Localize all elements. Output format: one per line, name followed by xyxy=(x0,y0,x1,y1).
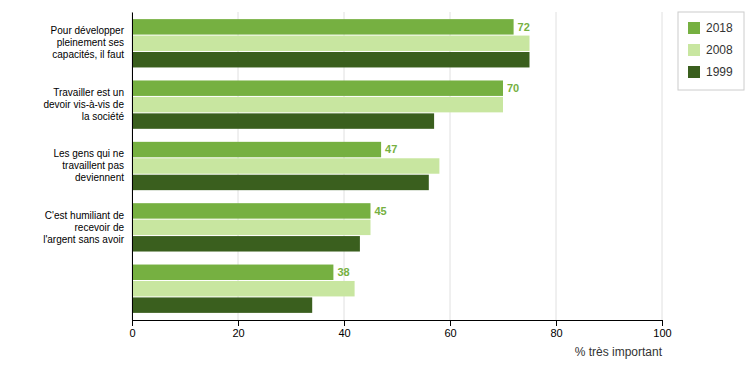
x-tick-mark xyxy=(238,320,239,326)
chart: 0 20 40 60 80 100 % très important Pour dévelop… xyxy=(0,0,754,366)
legend: 2018 2008 1999 xyxy=(678,12,744,90)
bar xyxy=(132,281,355,296)
legend-item: 2018 xyxy=(688,21,733,35)
y-tick-label-line: C'est humiliant de xyxy=(45,210,125,221)
data-labels: 72 70 47 45 38 xyxy=(337,21,529,278)
y-tick-label-line: recevoir de xyxy=(75,222,125,233)
y-tick-label-line: travaillent pas xyxy=(62,160,124,171)
bar xyxy=(132,19,514,34)
data-label: 45 xyxy=(375,205,387,217)
grid xyxy=(132,12,662,320)
bar xyxy=(132,265,333,280)
y-tick: C'est humiliant derecevoir del'argent sa… xyxy=(43,210,125,245)
bar xyxy=(132,97,503,112)
x-tick: 100 xyxy=(653,320,671,339)
legend-label: 1999 xyxy=(706,65,733,79)
y-tick: Pour développerpleinement sescapacités, … xyxy=(51,25,125,60)
x-tick-label: 40 xyxy=(338,327,350,339)
x-tick-label: 100 xyxy=(653,327,671,339)
x-tick-label: 0 xyxy=(129,327,135,339)
x-tick-mark xyxy=(556,320,557,326)
grid-line xyxy=(132,12,133,320)
bar-series xyxy=(132,52,530,313)
bar xyxy=(132,297,312,312)
x-axis-title: % très important xyxy=(575,345,663,359)
x-tick-mark xyxy=(662,320,663,326)
x-tick-mark xyxy=(344,320,345,326)
x-tick: 80 xyxy=(550,320,562,339)
bar-series xyxy=(132,36,530,297)
data-label: 72 xyxy=(518,21,530,33)
legend-item: 1999 xyxy=(688,65,733,79)
bar xyxy=(132,52,530,67)
y-tick-label-line: Pour développer xyxy=(51,25,125,36)
y-tick: Travailler est undevoir vis-à-vis dela s… xyxy=(43,87,124,122)
x-axis-line xyxy=(133,321,663,327)
data-label: 70 xyxy=(507,82,519,94)
grid-line xyxy=(556,12,557,320)
legend-swatch xyxy=(688,66,700,78)
legend-frame xyxy=(678,12,744,90)
bars xyxy=(132,19,530,313)
x-tick-label: 20 xyxy=(232,327,244,339)
data-label: 38 xyxy=(337,266,349,278)
legend-swatch xyxy=(688,44,700,56)
x-tick-label: 60 xyxy=(444,327,456,339)
y-tick-label-line: la société xyxy=(82,111,125,122)
plot: 0 20 40 60 80 100 % très important Pour dévelop… xyxy=(43,12,672,359)
y-tick-label-line: l'argent sans avoir xyxy=(43,234,125,245)
bar xyxy=(132,80,503,95)
x-tick: 60 xyxy=(444,320,456,339)
y-tick-label-line: deviennent xyxy=(75,172,124,183)
legend-item: 2008 xyxy=(688,43,733,57)
y-axis: Pour développerpleinement sescapacités, … xyxy=(43,13,132,321)
grid-line xyxy=(662,12,663,320)
y-tick-label: Pour développerpleinement sescapacités, … xyxy=(51,25,125,60)
x-tick-mark xyxy=(132,320,133,326)
y-tick-label-line: pleinement ses xyxy=(57,37,124,48)
legend-label: 2018 xyxy=(706,21,733,35)
x-tick-mark xyxy=(450,320,451,326)
y-tick-label-line: capacités, il faut xyxy=(52,49,124,60)
data-label: 47 xyxy=(385,143,397,155)
bar xyxy=(132,158,439,173)
x-tick: 0 xyxy=(129,320,135,339)
bar xyxy=(132,203,371,218)
x-tick-label: 80 xyxy=(550,327,562,339)
bar xyxy=(132,113,434,128)
x-tick: 40 xyxy=(338,320,350,339)
y-tick-label: Les gens qui netravaillent pasdeviennent xyxy=(53,148,124,183)
y-tick-label-line: devoir vis-à-vis de xyxy=(43,99,124,110)
legend-swatch xyxy=(688,22,700,34)
y-axis-line xyxy=(132,13,133,321)
x-tick: 20 xyxy=(232,320,244,339)
y-tick-label: Travailler est undevoir vis-à-vis dela s… xyxy=(43,87,124,122)
y-tick-label-line: Travailler est un xyxy=(53,87,124,98)
legend-label: 2008 xyxy=(706,43,733,57)
y-tick-label-line: Les gens qui ne xyxy=(53,148,124,159)
bar xyxy=(132,36,530,51)
x-axis: 0 20 40 60 80 100 xyxy=(129,320,671,339)
y-tick-label: C'est humiliant derecevoir del'argent sa… xyxy=(43,210,125,245)
bar xyxy=(132,142,381,157)
y-tick: Les gens qui netravaillent pasdeviennent xyxy=(53,148,124,183)
bar xyxy=(132,175,429,190)
bar xyxy=(132,236,360,251)
bar xyxy=(132,220,371,235)
